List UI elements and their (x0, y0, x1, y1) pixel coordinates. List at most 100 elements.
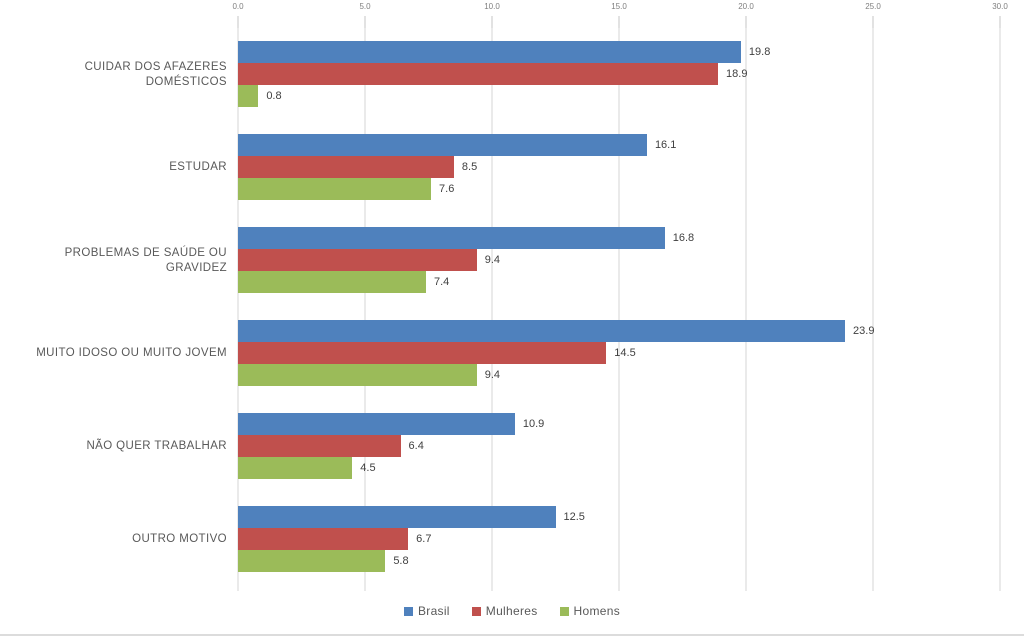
x-axis-tick-mark (491, 16, 493, 28)
bar-brasil (238, 413, 515, 435)
x-axis: 0.0 5.0 10.0 15.0 20.0 25.0 30.0 (232, 0, 1008, 28)
gridline (872, 28, 874, 591)
gridline (491, 28, 493, 591)
x-axis-tick-label: 5.0 (359, 2, 371, 11)
x-axis-tick-label: 10.0 (484, 2, 500, 11)
category-label: CUIDAR DOS AFAZERES DOMÉSTICOS (84, 61, 227, 88)
x-axis-tick-label: 15.0 (611, 2, 627, 11)
bar-homens (238, 550, 386, 572)
gridline (364, 28, 366, 591)
legend-label: Brasil (417, 604, 450, 618)
bar-row: 16.8 (238, 227, 1000, 249)
legend-item-mulheres: Mulheres (471, 604, 538, 618)
bar-value-label: 9.4 (484, 254, 501, 266)
x-axis-tick-mark (237, 16, 239, 28)
bar-row: 7.6 (238, 178, 1000, 200)
bar-value-label: 9.4 (484, 369, 501, 381)
x-axis-tick-label: 30.0 (992, 2, 1008, 11)
bar-row: 12.5 (238, 506, 1000, 528)
legend-swatch (559, 606, 569, 616)
bar-row: 6.4 (238, 435, 1000, 457)
bar-row: 9.4 (238, 249, 1000, 271)
x-axis-tick-mark (999, 16, 1001, 28)
bar-homens (238, 271, 426, 293)
bar-homens (238, 457, 353, 479)
x-axis-tick-label: 20.0 (738, 2, 754, 11)
bar-group: 10.9 6.4 4.5 (238, 400, 1000, 493)
category-label: OUTRO MOTIVO (132, 533, 227, 546)
bar-group: 19.8 18.9 0.8 (238, 28, 1000, 121)
bar-value-label: 8.5 (461, 161, 478, 173)
bar-row: 18.9 (238, 63, 1000, 85)
gridline (237, 28, 239, 591)
bar-group: 23.9 14.5 9.4 (238, 307, 1000, 400)
bar-group: 16.1 8.5 7.6 (238, 121, 1000, 214)
gridline (618, 28, 620, 591)
bar-row: 4.5 (238, 457, 1000, 479)
bar-value-label: 5.8 (393, 555, 409, 567)
bar-group: 16.8 9.4 7.4 (238, 214, 1000, 307)
bar-row: 10.9 (238, 413, 1000, 435)
bar-row: 6.7 (238, 528, 1000, 550)
bar-value-label: 23.9 (853, 325, 875, 337)
bar-brasil (238, 41, 741, 63)
x-axis-tick-mark (745, 16, 747, 28)
bar-value-label: 18.9 (726, 68, 748, 80)
category-label: NÃO QUER TRABALHAR (86, 440, 227, 453)
bar-value-label: 7.4 (433, 276, 450, 288)
bar-value-label: 14.5 (614, 347, 636, 359)
bar-row: 8.5 (238, 156, 1000, 178)
bar-value-label: 16.8 (672, 232, 695, 244)
bar-value-label: 6.4 (408, 440, 424, 452)
bar-brasil (238, 320, 846, 342)
legend: Brasil Mulheres Homens (0, 602, 1024, 620)
legend-item-brasil: Brasil (403, 604, 450, 618)
legend-item-homens: Homens (559, 604, 621, 618)
bar-row: 14.5 (238, 342, 1000, 364)
bar-row: 7.4 (238, 271, 1000, 293)
bar-brasil (238, 134, 647, 156)
x-axis-tick-mark (364, 16, 366, 28)
bar-value-label: 6.7 (416, 533, 432, 545)
bar-homens (238, 364, 477, 386)
bar-homens (238, 178, 432, 200)
bar-homens (238, 85, 259, 107)
bar-row: 5.8 (238, 550, 1000, 572)
bar-mulheres (238, 435, 401, 457)
bar-mulheres (238, 156, 454, 178)
bar-value-label: 7.6 (439, 183, 455, 195)
category-axis: CUIDAR DOS AFAZERES DOMÉSTICOS ESTUDAR PRO… (0, 28, 238, 586)
bar-mulheres (238, 342, 607, 364)
bar-row: 9.4 (238, 364, 1000, 386)
bar-row: 19.8 (238, 41, 1000, 63)
bar-brasil (238, 506, 556, 528)
bar-value-label: 16.1 (654, 139, 677, 151)
x-axis-tick-mark (618, 16, 620, 28)
gridline (745, 28, 747, 591)
legend-label: Homens (573, 604, 621, 618)
gridline (999, 28, 1001, 591)
bar-group: 12.5 6.7 5.8 (238, 493, 1000, 586)
legend-swatch (471, 606, 481, 616)
bar-brasil (238, 227, 665, 249)
chart-body: CUIDAR DOS AFAZERES DOMÉSTICOS ESTUDAR PRO… (0, 28, 1024, 591)
x-axis-tick-label: 25.0 (865, 2, 881, 11)
bar-value-label: 19.8 (748, 46, 771, 58)
category-label: PROBLEMAS DE SAÚDE OU GRAVIDEZ (64, 247, 227, 274)
category-label: ESTUDAR (169, 161, 227, 174)
bar-mulheres (238, 63, 719, 85)
legend-swatch (403, 606, 413, 616)
x-axis-tick-label: 0.0 (232, 2, 244, 11)
bottom-border (0, 634, 1024, 636)
plot-area: 19.8 18.9 0.8 16.1 8.5 7.6 16.8 9.4 7.4 23.9 14.5 9… (237, 28, 1001, 591)
bar-value-label: 0.8 (266, 90, 282, 102)
bar-mulheres (238, 528, 409, 550)
x-axis-tick-mark (872, 16, 874, 28)
bar-row: 23.9 (238, 320, 1000, 342)
bar-mulheres (238, 249, 477, 271)
bar-value-label: 4.5 (360, 462, 376, 474)
bar-value-label: 10.9 (522, 418, 545, 430)
bar-row: 16.1 (238, 134, 1000, 156)
legend-label: Mulheres (485, 604, 538, 618)
